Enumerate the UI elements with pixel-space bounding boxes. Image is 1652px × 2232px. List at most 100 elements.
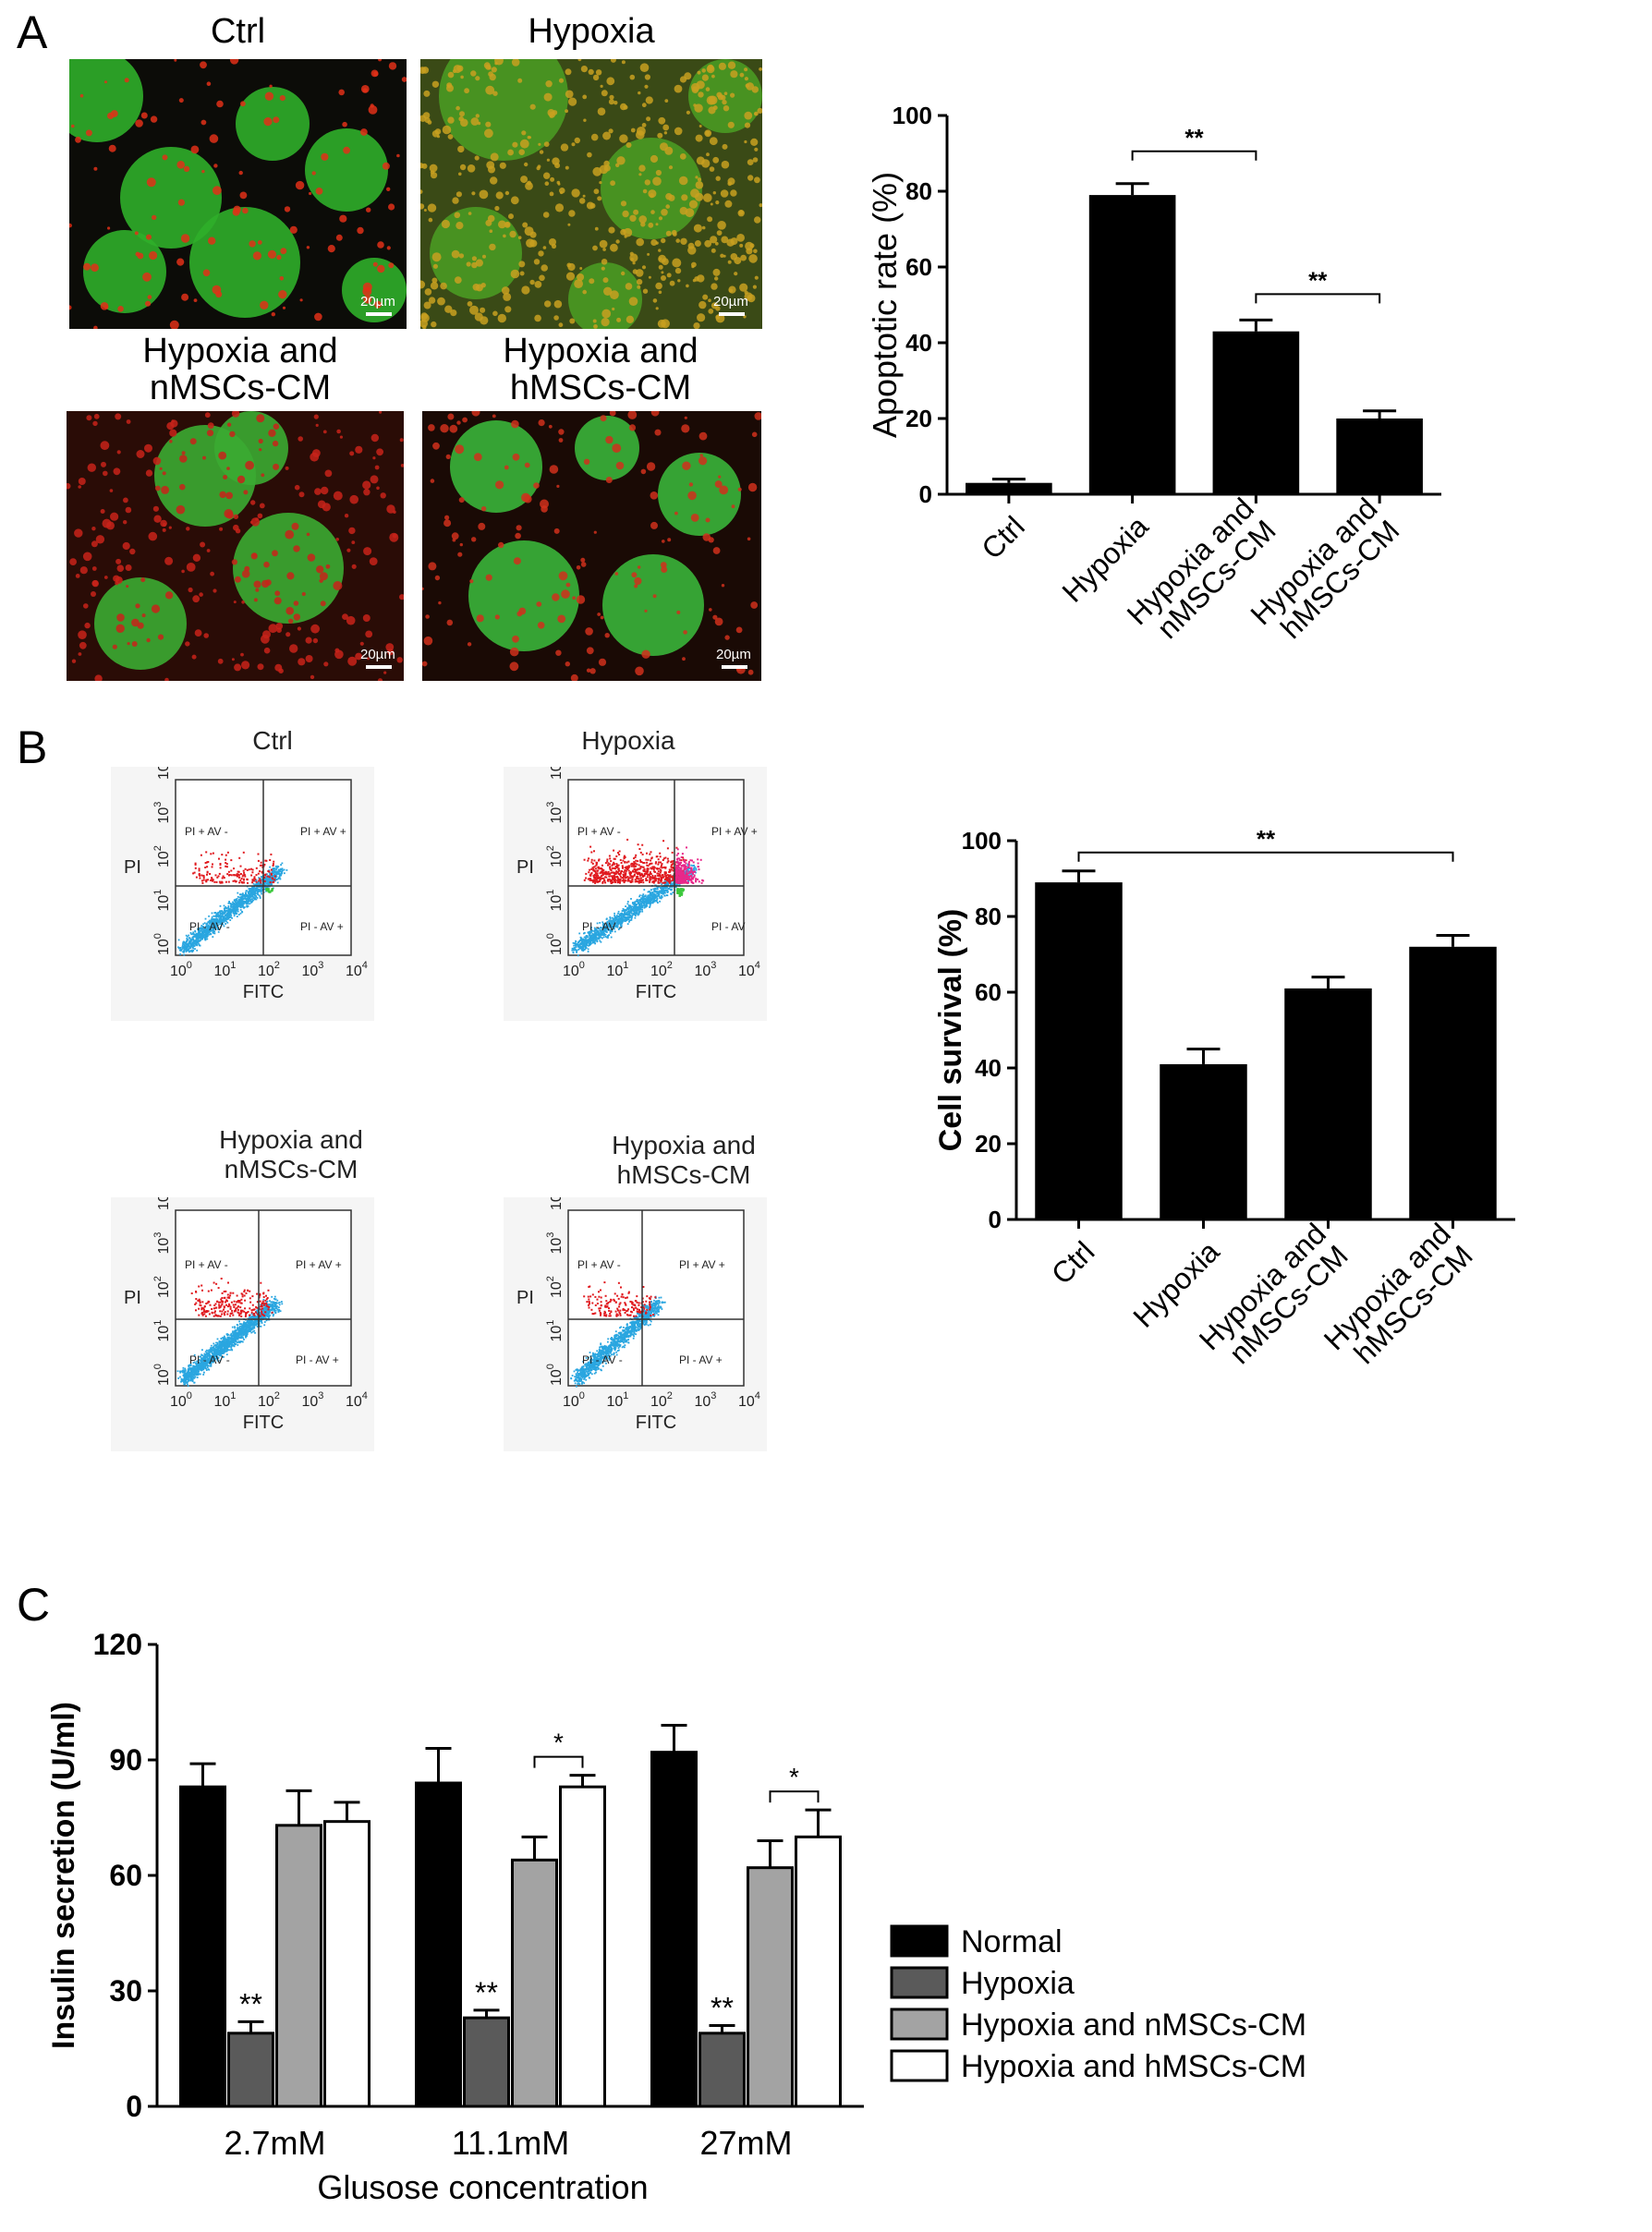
- significance-label: **: [239, 1987, 262, 2020]
- y-tick-label: 40: [905, 329, 932, 357]
- flow-title-nmscs: Hypoxia and nMSCs-CM: [219, 1125, 363, 1183]
- significance-bracket: [1077, 851, 1454, 862]
- quadrant-label-upper-right: PI + AV +: [300, 825, 346, 838]
- red-dot-cluster: [69, 59, 407, 329]
- quadrant-label-upper-right: PI + AV +: [679, 1258, 725, 1271]
- y-tick-label: 80: [975, 903, 1002, 930]
- quadrant-label-upper-left: PI + AV -: [577, 825, 621, 838]
- flow-event-dots: [571, 838, 705, 957]
- micrograph-title-nmscs: Hypoxia and nMSCs-CM: [142, 332, 338, 407]
- micrograph-title-hmscs: Hypoxia and hMSCs-CM: [503, 332, 698, 407]
- bar-normal: [415, 1781, 462, 2108]
- significance-label: *: [553, 1729, 564, 1757]
- significance-bracket: [1255, 293, 1381, 304]
- y-tick-label: 100: [962, 827, 1002, 855]
- bar-hypoxia-and-hmscs-cm: [559, 1785, 606, 2108]
- scale-bar-ctrl: [366, 312, 392, 316]
- y-axis-label: PI: [124, 1288, 141, 1308]
- bar-hypoxia-and-hmscs-cm: [323, 1820, 370, 2108]
- y-tick-label: 0: [919, 480, 932, 508]
- scale-label-ctrl: 20µm: [360, 294, 395, 309]
- y-axis-title: Apoptotic rate (%): [866, 172, 904, 438]
- significance-label: *: [789, 1763, 799, 1791]
- bar-normal: [650, 1751, 698, 2108]
- y-tick-label: 90: [109, 1743, 142, 1777]
- significance-label: **: [1308, 266, 1328, 294]
- quadrant-label-lower-right: PI - AV +: [679, 1353, 723, 1366]
- micrograph-hmscs: [422, 411, 761, 681]
- y-tick-label: 104: [545, 1197, 565, 1210]
- significance-label: **: [475, 1976, 498, 2009]
- flow-plot-hypoxia: PI + AV - PI + AV +PI - AV - PI - AV100100…: [504, 767, 767, 1021]
- y-tick-label: 60: [109, 1859, 142, 1892]
- flow-event-dots: [177, 851, 288, 956]
- legend-swatch: [890, 1966, 949, 1999]
- quadrant-label-upper-left: PI + AV -: [577, 1258, 621, 1271]
- bar-3: [1336, 418, 1423, 494]
- bar-3: [1409, 946, 1497, 1219]
- quadrant-label-lower-right: PI - AV +: [296, 1353, 339, 1366]
- legend-entry: Hypoxia and nMSCs-CM: [961, 2008, 1306, 2043]
- bar-hypoxia: [227, 2032, 274, 2108]
- y-tick-label: 104: [152, 767, 172, 780]
- legend-entry: Normal: [961, 1924, 1063, 1959]
- y-axis-label: PI: [124, 857, 141, 878]
- legend-entry: Hypoxia and hMSCs-CM: [961, 2049, 1306, 2084]
- flow-plot-hmscs: PI + AV - PI + AV +PI - AV - PI - AV +1001…: [504, 1197, 767, 1451]
- quadrant-label-lower-left: PI - AV -: [582, 1353, 623, 1366]
- significance-label: **: [1257, 825, 1276, 853]
- bar-0: [1035, 882, 1123, 1219]
- x-category-label: 27mM: [699, 2124, 792, 2162]
- micrograph-nmscs: [67, 411, 404, 681]
- quadrant-label-upper-right: PI + AV +: [296, 1258, 342, 1271]
- micrograph-title-hypoxia: Hypoxia: [528, 12, 655, 51]
- legend-swatch: [890, 1924, 949, 1958]
- quadrant-label-lower-left: PI - AV -: [189, 1353, 230, 1366]
- scale-bar-nmscs: [366, 665, 392, 669]
- panel-label-a: A: [17, 6, 48, 58]
- x-category-label: 11.1mM: [452, 2124, 569, 2162]
- scale-bar-hmscs: [722, 665, 747, 669]
- x-axis-label: FITC: [636, 982, 676, 1002]
- islet-cell: [430, 207, 522, 299]
- flow-plot-ctrl: PI + AV - PI + AV +PI - AV - PI - AV +1001…: [111, 767, 374, 1021]
- micrograph-title-ctrl: Ctrl: [210, 12, 266, 51]
- y-tick-label: 120: [93, 1628, 142, 1661]
- scale-label-hmscs: 20µm: [716, 647, 751, 662]
- red-dot-cluster: [422, 411, 761, 681]
- bar-2: [1284, 988, 1372, 1219]
- y-tick-label: 60: [905, 253, 932, 281]
- bar-hypoxia-and-nmscs-cm: [511, 1858, 558, 2108]
- apoptotic-rate-chart: 0 20 40 60 80 100 Apoptotic rate (%) Ctrl Hypoxi…: [866, 102, 1441, 645]
- y-axis-label: PI: [516, 857, 534, 878]
- y-tick-label: 40: [975, 1054, 1002, 1082]
- significance-bracket: [533, 1755, 584, 1768]
- bar-hypoxia: [698, 2032, 746, 2108]
- islet-cell: [214, 411, 288, 485]
- islet-cell: [236, 87, 310, 161]
- bar-1: [1088, 195, 1176, 494]
- scale-label-nmscs: 20µm: [360, 647, 395, 662]
- islet-cell: [305, 128, 388, 212]
- bar-hypoxia: [463, 2016, 510, 2108]
- islet-cell: [575, 416, 639, 480]
- y-tick-label: 30: [109, 1974, 142, 2008]
- y-tick-label: 0: [126, 2090, 142, 2123]
- significance-label: **: [1184, 124, 1204, 152]
- islet-cell: [189, 207, 300, 318]
- x-axis-label: FITC: [636, 1413, 676, 1433]
- islet-cell: [233, 513, 344, 624]
- y-tick-label: 104: [545, 767, 565, 780]
- islet-cell: [468, 540, 579, 651]
- bar-2: [1212, 331, 1300, 494]
- red-dot-cluster: [67, 411, 404, 681]
- quadrant-label-upper-right: PI + AV +: [711, 825, 758, 838]
- y-tick-label: 0: [989, 1206, 1002, 1233]
- x-category-label: Hypoxia andhMSCs-CM: [1318, 1217, 1479, 1378]
- islet-cell: [120, 147, 222, 249]
- islet-cell: [83, 230, 166, 313]
- flow-title-hypoxia: Hypoxia: [581, 726, 675, 755]
- legend-entry: Hypoxia: [961, 1966, 1075, 2001]
- flow-title-ctrl: Ctrl: [252, 726, 293, 755]
- bar-1: [1160, 1063, 1247, 1219]
